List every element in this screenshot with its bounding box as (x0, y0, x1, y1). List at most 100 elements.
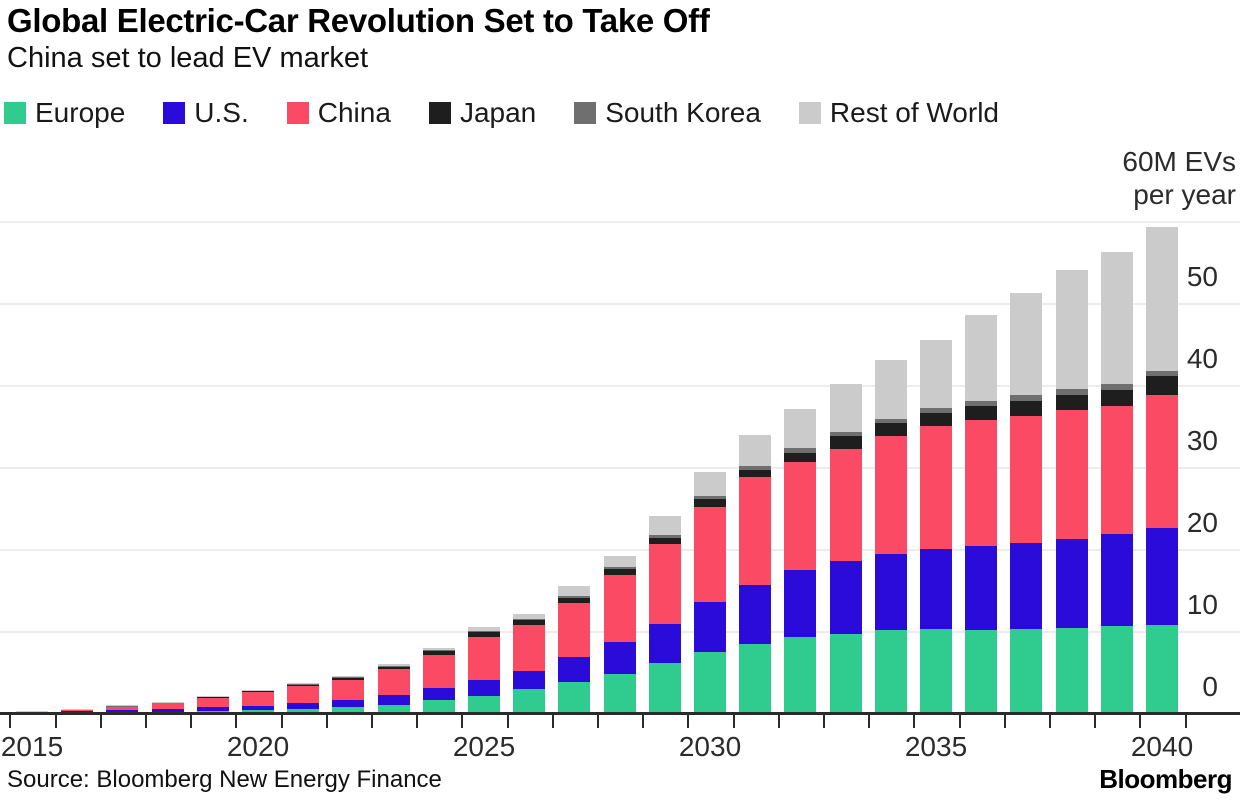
legend-item-japan: Japan (428, 97, 537, 129)
bar-segment-china-2038 (1055, 409, 1088, 540)
bar-segment-europe-2028 (603, 673, 636, 714)
y-tick-label-30: 30 (1186, 425, 1218, 456)
bar-segment-europe-2026 (513, 689, 546, 714)
bar-segment-u-s--2028 (603, 641, 636, 674)
bar-segment-japan-2022 (332, 677, 365, 680)
gridline-50 (0, 303, 1240, 305)
bar-segment-china-2019 (196, 697, 229, 708)
legend-swatch-icon (286, 102, 309, 124)
x-axis-tick (235, 715, 238, 728)
bar-segment-south-korea-2032 (784, 448, 817, 454)
bar-segment-rest-of-world-2020 (242, 689, 274, 691)
bar-segment-u-s--2018 (151, 709, 184, 712)
bar-segment-u-s--2019 (196, 707, 229, 711)
bar-segment-china-2031 (739, 477, 772, 586)
x-axis-tick (777, 715, 780, 728)
x-axis-tick (913, 715, 916, 728)
bar-segment-europe-2020 (242, 709, 274, 714)
bar-segment-rest-of-world-2019 (196, 695, 229, 697)
bar-segment-japan-2039 (1100, 390, 1133, 406)
y-tick-label-40: 40 (1186, 343, 1218, 374)
x-axis-tick (371, 715, 373, 728)
bar-segment-rest-of-world-2036 (965, 314, 998, 401)
y-tick-label-50: 50 (1186, 261, 1218, 292)
bar-segment-south-korea-2034 (874, 418, 907, 423)
x-axis-tick (325, 715, 328, 728)
bar-segment-south-korea-2036 (965, 400, 998, 406)
bar-segment-south-korea-2038 (1055, 389, 1088, 395)
gridline-20 (0, 549, 1240, 551)
bar-segment-japan-2037 (1010, 400, 1043, 416)
bar-segment-u-s--2026 (513, 670, 546, 690)
bar-segment-japan-2031 (739, 469, 772, 477)
bar-segment-south-korea-2027 (558, 596, 591, 598)
bar-segment-u-s--2035 (920, 549, 952, 629)
y-axis-unit-line1: 60M EVs (1122, 146, 1236, 177)
bar-segment-china-2034 (874, 436, 907, 555)
bar-segment-china-2029 (648, 544, 681, 624)
bar-segment-rest-of-world-2038 (1055, 270, 1088, 390)
bar-segment-u-s--2039 (1100, 534, 1133, 627)
bar-segment-china-2040 (1146, 395, 1178, 528)
bar-segment-u-s--2031 (739, 585, 772, 645)
bar-segment-china-2026 (513, 625, 546, 671)
bar-segment-europe-2031 (739, 644, 772, 714)
x-axis-tick (823, 715, 825, 728)
bar-segment-europe-2029 (648, 663, 681, 714)
bar-segment-europe-2025 (468, 695, 500, 714)
bar-segment-japan-2029 (648, 537, 681, 545)
legend-label: Europe (35, 97, 126, 128)
bar-segment-europe-2035 (920, 628, 952, 714)
x-axis-tick (145, 715, 147, 728)
bar-segment-europe-2037 (1010, 628, 1043, 714)
bar-segment-japan-2024 (422, 651, 455, 655)
bar-segment-japan-2038 (1055, 395, 1088, 410)
bar-segment-china-2017 (106, 706, 139, 710)
bar-segment-china-2024 (422, 654, 455, 689)
bar-segment-rest-of-world-2024 (422, 648, 455, 651)
bar-segment-japan-2025 (468, 632, 500, 637)
bar-segment-japan-2034 (874, 422, 907, 436)
bar-segment-china-2028 (603, 575, 636, 642)
bar-segment-china-2037 (1010, 415, 1043, 544)
bar-segment-japan-2033 (829, 436, 862, 450)
bar-segment-south-korea-2025 (468, 630, 500, 632)
bar-segment-rest-of-world-2025 (468, 627, 500, 631)
x-tick-label-2035: 2035 (904, 731, 968, 762)
bar-segment-south-korea-2029 (648, 534, 681, 538)
x-axis-tick (1049, 715, 1051, 728)
x-axis-tick (1139, 715, 1142, 728)
bar-segment-rest-of-world-2022 (332, 676, 365, 677)
x-axis-tick (54, 715, 57, 728)
bar-segment-europe-2021 (287, 709, 320, 714)
bar-segment-u-s--2030 (694, 602, 726, 652)
x-tick-label-2015: 2015 (0, 731, 64, 762)
bar-segment-europe-2030 (694, 651, 726, 714)
x-axis-tick (99, 715, 102, 728)
bar-segment-china-2015 (16, 711, 48, 712)
bar-segment-u-s--2020 (242, 705, 274, 710)
bar-segment-china-2036 (965, 419, 998, 546)
bar-segment-south-korea-2026 (513, 618, 546, 621)
bar-segment-china-2033 (829, 449, 862, 561)
x-axis-tick (506, 715, 509, 728)
bar-segment-south-korea-2040 (1146, 371, 1178, 377)
bar-segment-japan-2032 (784, 453, 817, 463)
legend-item-rest-of-world: Rest of World (798, 97, 999, 129)
bar-segment-south-korea-2033 (829, 431, 862, 436)
bar-segment-europe-2034 (874, 630, 907, 714)
bar-segment-rest-of-world-2030 (694, 472, 726, 496)
bar-segment-u-s--2025 (468, 679, 500, 696)
legend-label: Japan (459, 97, 537, 128)
bar-segment-europe-2023 (377, 704, 410, 714)
bar-segment-south-korea-2035 (920, 408, 952, 414)
bar-segment-south-korea-2019 (196, 695, 229, 697)
bar-segment-south-korea-2020 (242, 690, 274, 691)
bar-segment-south-korea-2023 (377, 665, 410, 667)
x-tick-label-2040: 2040 (1130, 731, 1194, 762)
legend-item-south-korea: South Korea (574, 97, 761, 129)
bar-segment-rest-of-world-2031 (739, 435, 772, 466)
bar-segment-rest-of-world-2016 (61, 708, 94, 710)
bar-segment-rest-of-world-2017 (106, 705, 139, 706)
legend: Europe U.S. China Japan South Korea Rest of W… (4, 97, 999, 129)
